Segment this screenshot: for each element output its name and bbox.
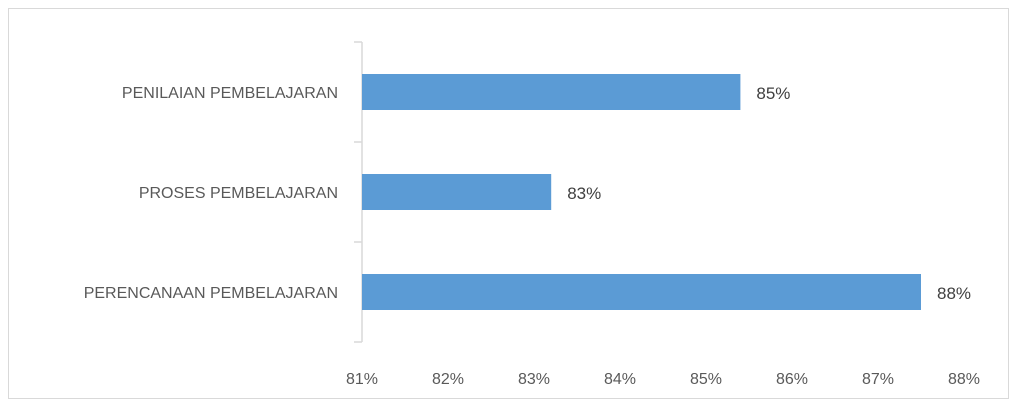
x-tick-label: 85% bbox=[690, 371, 722, 388]
x-tick-label: 83% bbox=[518, 371, 550, 388]
bar-3 bbox=[362, 274, 921, 310]
x-tick-label: 81% bbox=[346, 371, 378, 388]
x-tick-label: 86% bbox=[776, 371, 808, 388]
bar-layer bbox=[362, 74, 921, 310]
category-label: PROSES PEMBELAJARAN bbox=[139, 185, 338, 202]
bar-1 bbox=[362, 74, 741, 110]
data-label: 88% bbox=[937, 284, 971, 303]
data-label: 83% bbox=[567, 184, 601, 203]
x-tick-label: 82% bbox=[432, 371, 464, 388]
x-tick-label: 88% bbox=[948, 371, 980, 388]
label-layer: PENILAIAN PEMBELAJARAN 85% PROSES PEMBELAJ… bbox=[84, 84, 980, 388]
category-label: PERENCANAAN PEMBELAJARAN bbox=[84, 285, 338, 302]
bar-2 bbox=[362, 174, 552, 210]
x-tick-label: 87% bbox=[862, 371, 894, 388]
category-label: PENILAIAN PEMBELAJARAN bbox=[122, 85, 338, 102]
data-label: 85% bbox=[756, 84, 790, 103]
axis-layer bbox=[354, 41, 363, 343]
x-tick-label: 84% bbox=[604, 371, 636, 388]
